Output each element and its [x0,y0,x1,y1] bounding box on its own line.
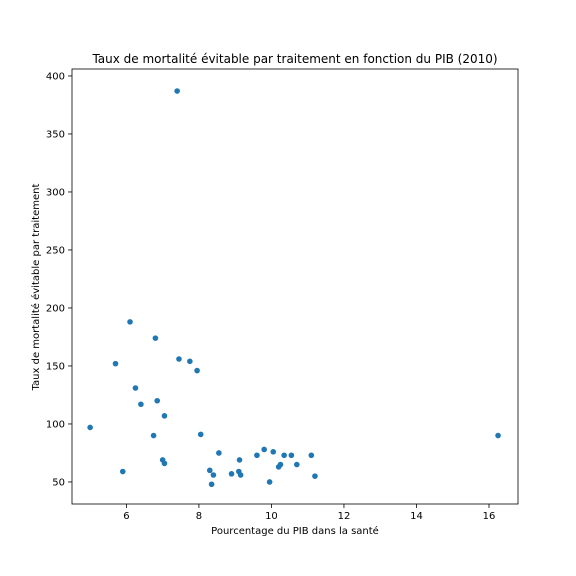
data-points [87,88,501,488]
x-tick-label: 10 [265,511,278,522]
scatter-point [294,461,300,468]
x-axis-label: Pourcentage du PIB dans la santé [211,525,379,537]
scatter-point [127,319,133,325]
scatter-point [236,457,243,463]
chart-title: Taux de mortalité évitable par traitemen… [91,52,497,66]
scatter-point [266,479,273,485]
scatter-point [152,335,159,341]
x-axis: 6 8 10 12 14 16 [123,504,495,522]
scatter-point [277,461,284,468]
scatter-point [254,452,260,459]
y-tick-label: 250 [46,245,65,256]
scatter-point [119,468,126,475]
scatter-point [154,397,161,404]
scatter-point [312,473,318,479]
scatter-point [174,88,180,94]
scatter-point [281,452,287,459]
scatter-point [138,401,144,408]
scatter-point [210,472,217,478]
scatter-point [194,367,200,374]
scatter-point [206,467,213,474]
x-tick-label: 6 [123,511,129,522]
y-tick-label: 200 [46,303,65,314]
scatter-point [87,424,93,431]
scatter-point [228,471,235,477]
scatter-point [308,452,315,459]
x-tick-label: 12 [338,511,351,522]
y-tick-label: 300 [46,187,65,198]
scatter-point [208,481,215,488]
scatter-point [132,385,139,391]
scatter-point [150,432,157,439]
scatter-point [197,431,204,438]
scatter-point [270,449,277,455]
scatter-point [495,432,501,439]
y-axis-label: Taux de mortalité évitable par traitemen… [30,184,42,392]
scatter-point [237,472,244,478]
x-tick-label: 16 [483,511,496,522]
scatter-point [112,360,119,367]
x-tick-label: 8 [196,511,202,522]
plot-frame [71,68,519,505]
scatter-point [288,452,295,459]
y-tick-label: 350 [46,129,65,140]
scatter-point [161,413,168,419]
scatter-point [261,446,267,453]
y-tick-label: 50 [52,477,65,488]
scatter-point [176,356,182,362]
scatter-point [216,450,222,456]
y-tick-label: 150 [46,361,65,372]
x-tick-label: 14 [410,511,423,522]
y-axis: 50 100 150 200 250 300 350 400 [46,71,72,488]
scatter-point [161,460,168,467]
y-tick-label: 400 [46,71,65,82]
scatter-point [187,358,193,365]
y-tick-label: 100 [46,419,65,430]
